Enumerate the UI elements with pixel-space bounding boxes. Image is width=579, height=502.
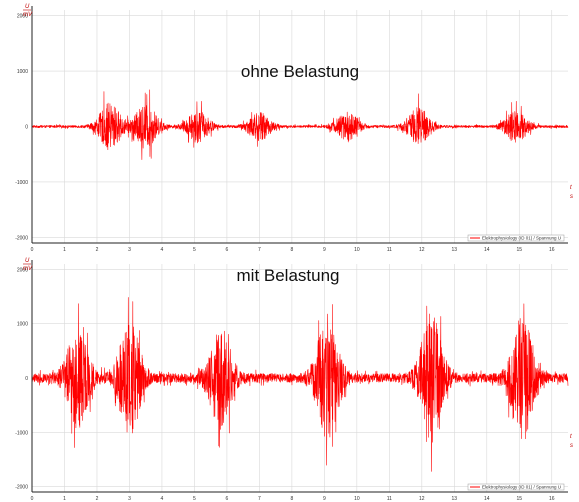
x-tick-label: 5 [193, 496, 196, 502]
y-tick-label: 2000 [17, 14, 28, 20]
x-tick-label: 15 [516, 496, 522, 502]
y-tick-label: 1000 [17, 322, 28, 328]
signal-series-line [31, 297, 569, 472]
x-tick-label: 11 [387, 247, 392, 253]
x-tick-labels: 0 1 2 3 4 5 6 7 8 9 10 11 12 13 14 15 16 [31, 496, 555, 502]
x-tick-label: 1 [63, 247, 66, 253]
x-tick-label: 14 [484, 496, 490, 502]
signal [31, 297, 569, 472]
y-tick-labels: 2000 1000 0 -1000 -2000 [15, 267, 28, 490]
x-axis-label-symbol: t [570, 434, 572, 440]
x-tick-label: 12 [419, 247, 425, 253]
x-tick-label: 13 [452, 247, 458, 253]
y-tick-label: 2000 [17, 267, 28, 273]
signal [31, 89, 569, 160]
y-tick-label: -1000 [15, 430, 28, 436]
x-tick-label: 6 [226, 247, 229, 253]
x-tick-label: 8 [290, 247, 293, 253]
x-tick-label: 13 [452, 496, 458, 502]
signal-series-line [31, 89, 569, 160]
x-tick-label: 0 [31, 247, 34, 253]
y-tick-labels: 2000 1000 0 -1000 -2000 [15, 14, 28, 242]
x-tick-label: 7 [258, 247, 261, 253]
legend-entry: Elektrophysiology (ID 01) / Spannung U [482, 236, 561, 241]
x-tick-label: 9 [323, 247, 326, 253]
x-tick-label: 10 [354, 247, 360, 253]
x-tick-label: 3 [128, 247, 131, 253]
y-tick-label: -2000 [15, 485, 28, 491]
x-tick-label: 5 [193, 247, 196, 253]
x-tick-label: 11 [387, 496, 392, 502]
y-tick-label: 0 [25, 125, 28, 131]
x-tick-label: 0 [31, 496, 34, 502]
x-tick-label: 7 [258, 496, 261, 502]
x-tick-label: 6 [226, 496, 229, 502]
x-tick-label: 9 [323, 496, 326, 502]
chart-annotation: ohne Belastung [241, 62, 359, 81]
x-tick-label: 10 [354, 496, 360, 502]
x-tick-label: 16 [549, 247, 555, 253]
x-axis-label-symbol: t [570, 185, 572, 191]
legend: Elektrophysiology (ID 01) / Spannung U [467, 234, 565, 242]
x-axis-label-unit: s [570, 443, 573, 449]
y-tick-label: 0 [25, 376, 28, 382]
x-tick-label: 15 [516, 247, 522, 253]
legend: Elektrophysiology (ID 01) / Spannung U [467, 483, 565, 491]
y-axis-label-symbol: U [25, 4, 30, 10]
x-tick-label: 4 [161, 247, 164, 253]
chart-annotation: mit Belastung [237, 266, 340, 285]
x-tick-label: 2 [96, 496, 99, 502]
y-axis-label-unit: mV [23, 266, 33, 272]
legend-entry: Elektrophysiology (ID 01) / Spannung U [482, 485, 561, 490]
y-tick-label: -1000 [15, 180, 28, 186]
x-tick-label: 14 [484, 247, 490, 253]
x-tick-labels: 0 1 2 3 4 5 6 7 8 9 10 11 12 13 14 15 16 [31, 247, 555, 253]
x-tick-label: 16 [549, 496, 555, 502]
y-axis-label-unit: mV [23, 12, 33, 18]
x-tick-label: 1 [63, 496, 66, 502]
x-axis-label-unit: s [570, 194, 573, 200]
x-tick-label: 4 [161, 496, 164, 502]
x-tick-label: 8 [290, 496, 293, 502]
y-axis-label-symbol: U [25, 258, 30, 264]
y-tick-label: 1000 [17, 69, 28, 75]
y-tick-label: -2000 [15, 235, 28, 241]
x-tick-label: 12 [419, 496, 425, 502]
x-tick-label: 3 [128, 496, 131, 502]
x-tick-label: 2 [96, 247, 99, 253]
